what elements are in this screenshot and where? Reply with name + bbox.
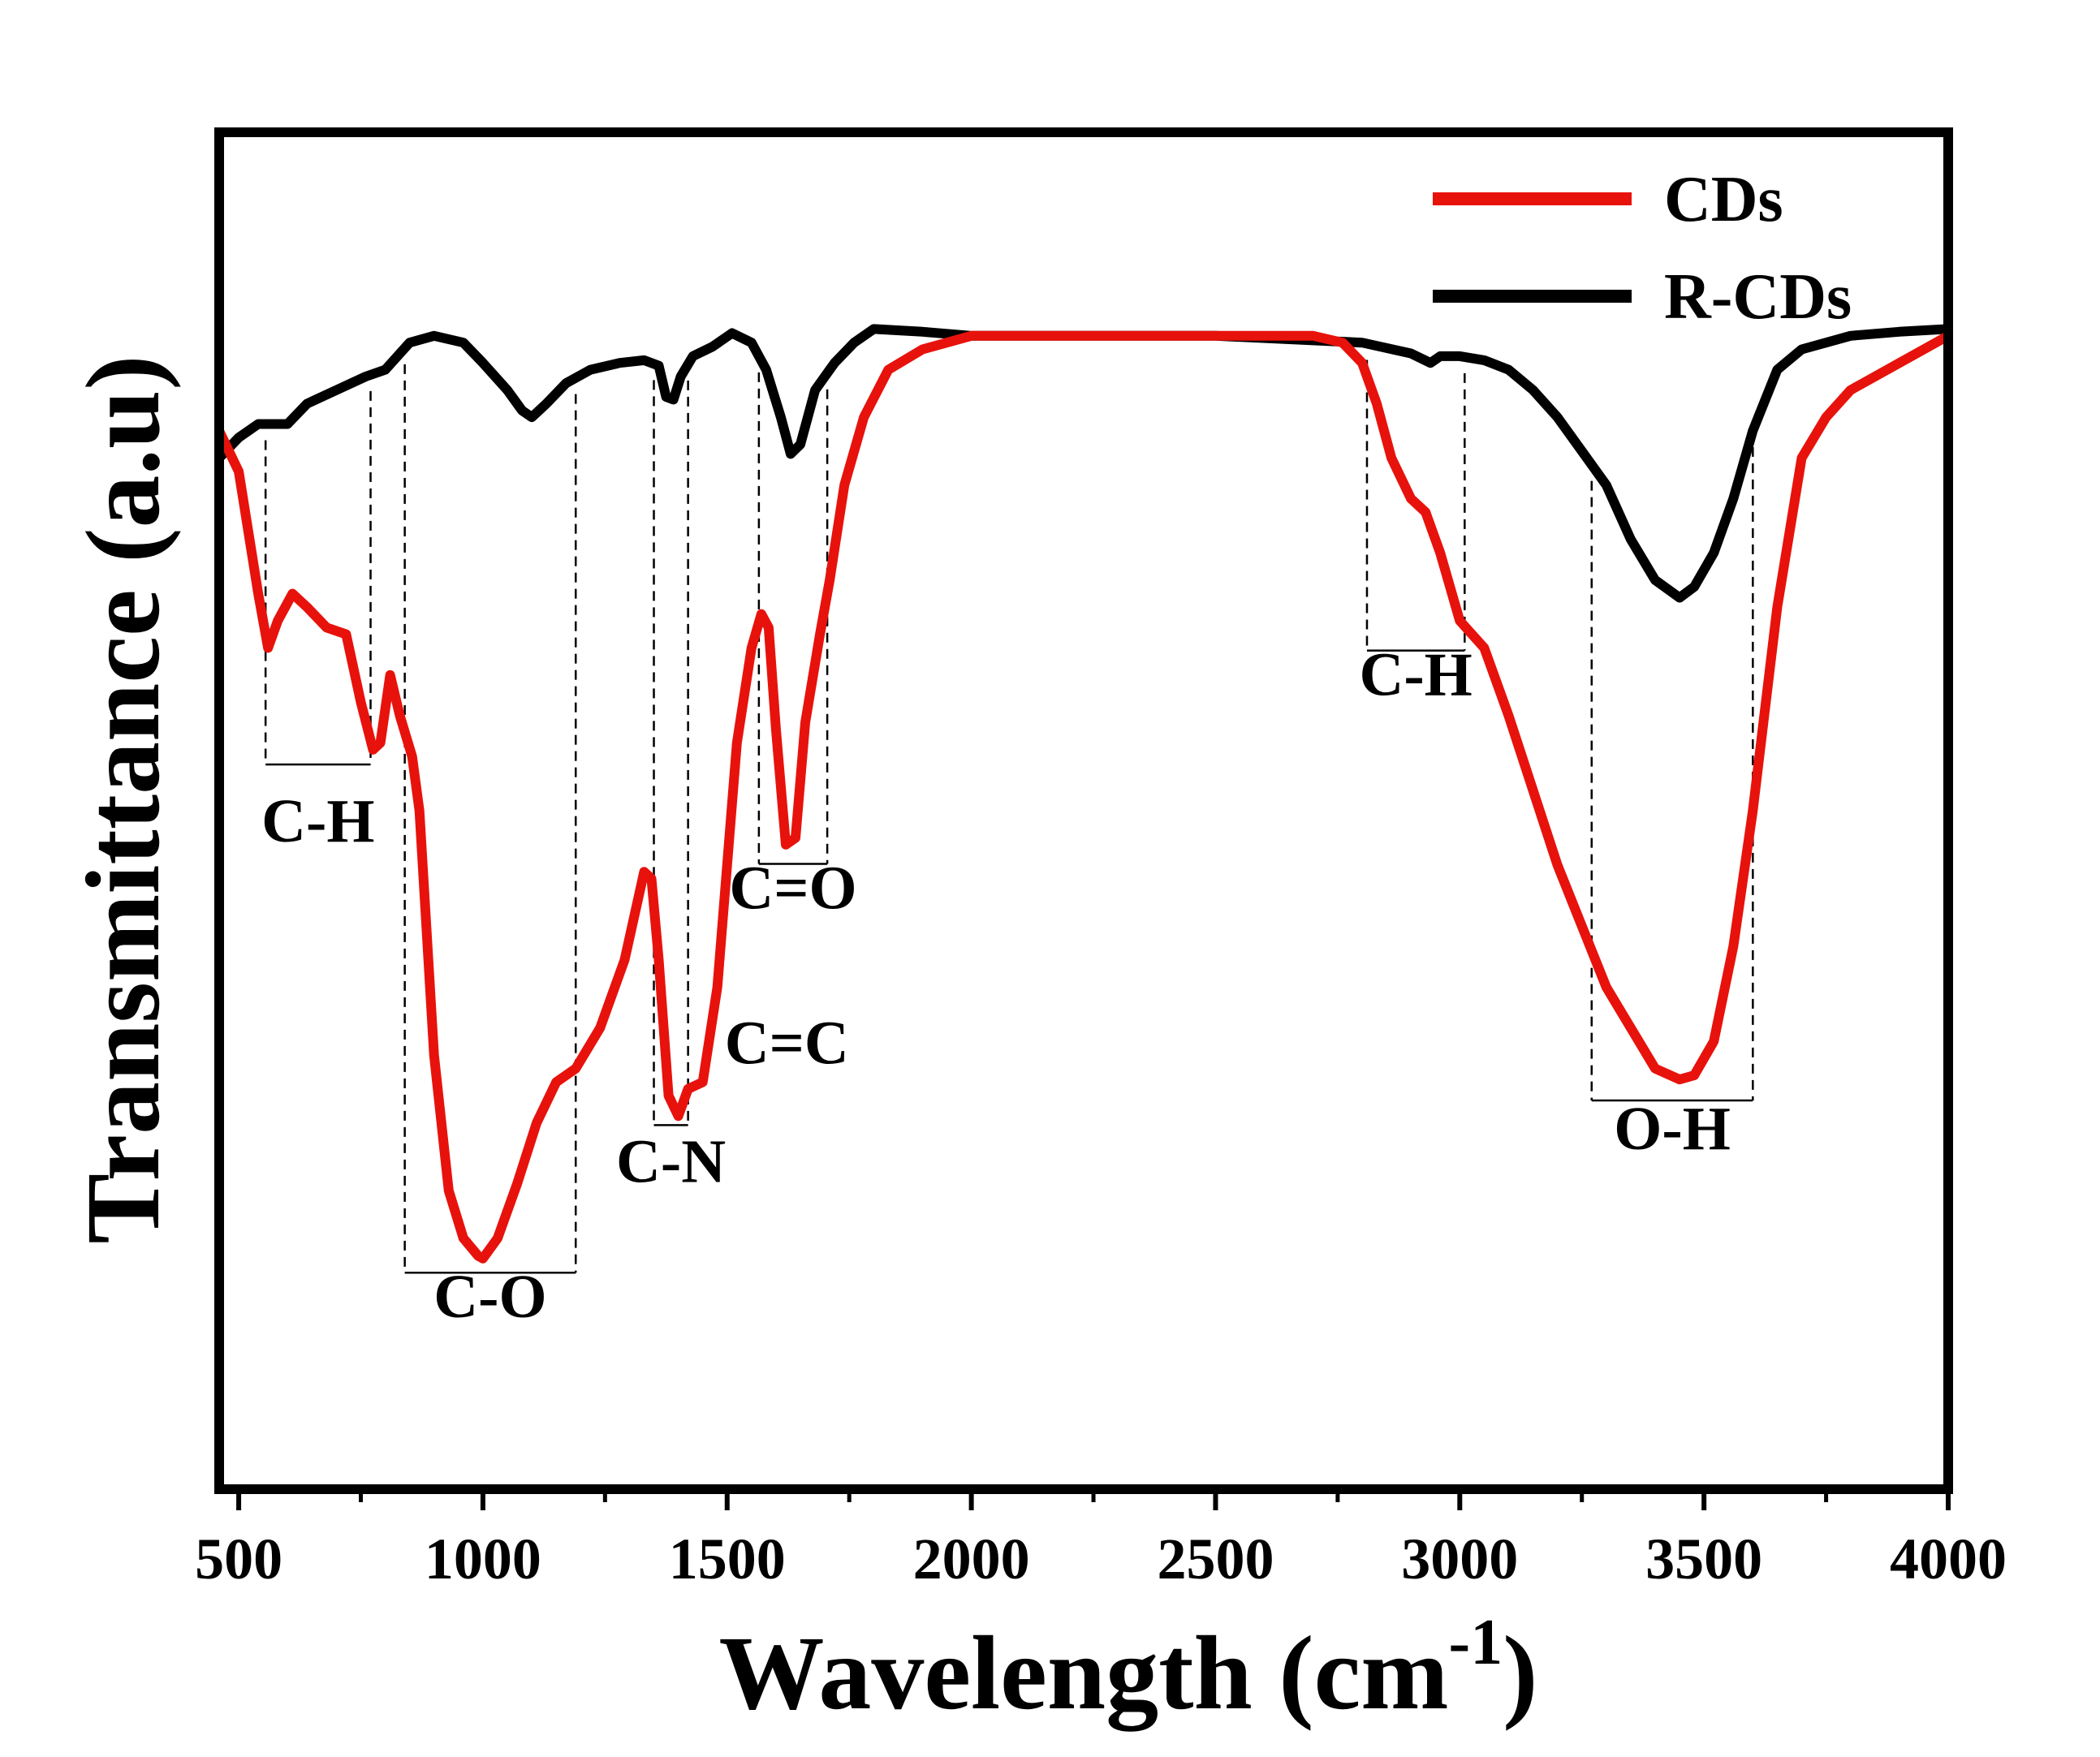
annotation-c-o-1-label: C-O [433, 1263, 546, 1331]
plot-frame [214, 127, 1953, 1494]
y-axis-title: Transmittance (a.u) [65, 355, 182, 1243]
series-layer [214, 324, 1953, 1264]
series-line-r-cds [214, 324, 1953, 603]
annotation-c-c-3-label: C=C [725, 1009, 849, 1077]
annotation-c-o-4-label: C=O [729, 855, 856, 923]
legend: CDs R-CDs [1433, 164, 1852, 333]
x-tick-label: 3500 [1645, 1527, 1762, 1591]
annotation-layer: C-H C-O C-N C=C C=O C-H O-H [261, 360, 1754, 1331]
x-tick-label: 500 [195, 1527, 282, 1591]
x-axis-title-superscript: -1 [1449, 1607, 1503, 1678]
x-tick-label: 2500 [1157, 1527, 1274, 1591]
x-tick-label: 1500 [669, 1527, 786, 1591]
legend-label-r-cds: R-CDs [1664, 261, 1852, 333]
annotation-c-h-0-label: C-H [261, 787, 374, 855]
x-tick-label: 3000 [1401, 1527, 1518, 1591]
series-line-cds [214, 330, 1953, 1264]
x-axis-title: Wavelength (cm-1) [719, 1607, 1538, 1732]
x-tick-label: 1000 [425, 1527, 541, 1591]
x-axis: 500 1000 1500 2000 2500 3000 3500 4000 [195, 1489, 2007, 1591]
annotation-c-h-5-label: C-H [1359, 641, 1472, 709]
x-tick-label: 4000 [1890, 1527, 2007, 1591]
annotation-c-n-2-label: C-N [616, 1127, 726, 1195]
annotation-o-h-6-label: O-H [1614, 1095, 1731, 1163]
legend-label-cds: CDs [1664, 164, 1783, 235]
x-tick-label: 2000 [913, 1527, 1030, 1591]
